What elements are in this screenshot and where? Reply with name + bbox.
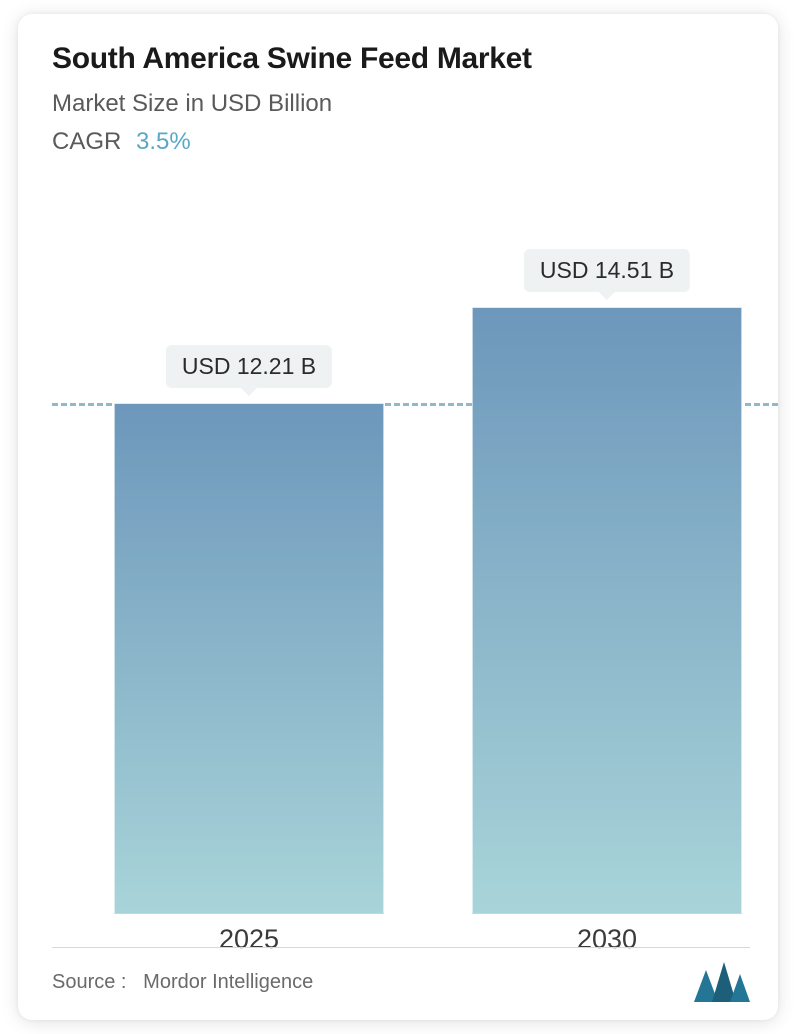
chart-subtitle: Market Size in USD Billion	[52, 90, 744, 118]
chart-footer: Source : Mordor Intelligence	[52, 947, 750, 1002]
value-badge-2025: USD 12.21 B	[166, 345, 332, 388]
cagr-row: CAGR 3.5%	[52, 128, 744, 156]
bar-2025: USD 12.21 B	[114, 403, 384, 914]
cagr-value: 3.5%	[136, 128, 191, 155]
chart-title: South America Swine Feed Market	[52, 42, 744, 76]
source-label: Source :	[52, 971, 126, 993]
value-badge-2030: USD 14.51 B	[524, 249, 690, 292]
mordor-logo-icon	[694, 962, 750, 1002]
cagr-label: CAGR	[52, 128, 121, 155]
bar-2030: USD 14.51 B	[472, 307, 742, 914]
bar-fill	[472, 307, 742, 914]
source-attribution: Source : Mordor Intelligence	[52, 971, 313, 994]
bar-fill	[114, 403, 384, 914]
source-name: Mordor Intelligence	[143, 971, 313, 993]
chart-area: USD 12.21 B USD 14.51 B	[52, 224, 778, 914]
chart-card: South America Swine Feed Market Market S…	[18, 14, 778, 1020]
